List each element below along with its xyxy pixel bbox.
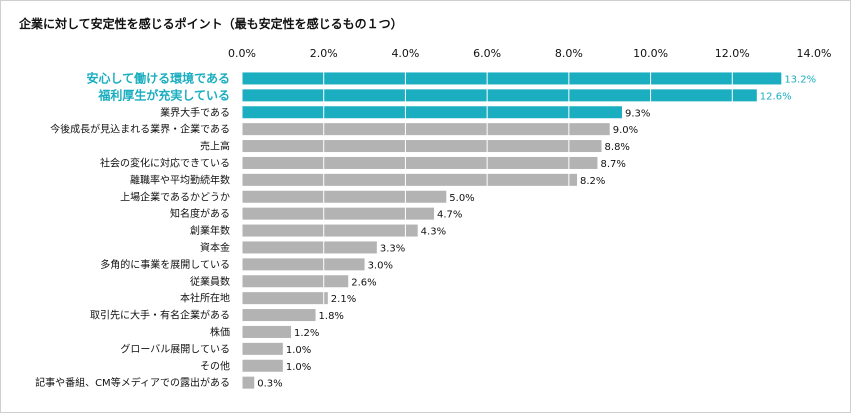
category-label: 売上高	[200, 140, 230, 153]
category-label: 従業員数	[190, 275, 230, 288]
category-label: 社会の変化に対応できている	[100, 156, 230, 169]
category-label: 株価	[210, 325, 230, 338]
category-label: 業界大手である	[160, 106, 230, 119]
data-label: 2.1%	[331, 294, 356, 305]
category-label: 多角的に事業を展開している	[100, 258, 230, 271]
data-label: 3.0%	[368, 260, 393, 271]
x-tick-label: 0.0%	[228, 47, 256, 60]
bar	[242, 173, 578, 186]
category-label: その他	[200, 359, 230, 372]
bar	[242, 72, 782, 85]
bar	[242, 207, 435, 220]
category-label: 取引先に大手・有名企業がある	[90, 309, 230, 322]
x-tick-label: 8.0%	[555, 47, 583, 60]
data-label: 9.3%	[625, 108, 650, 119]
data-label: 1.0%	[286, 345, 311, 356]
data-label: 4.7%	[437, 210, 462, 221]
data-label: 1.0%	[286, 362, 311, 373]
category-label: 今後成長が見込まれる業界・企業である	[50, 123, 230, 136]
x-tick-label: 10.0%	[633, 47, 668, 60]
bar	[242, 156, 598, 169]
chart-title: 企業に対して安定性を感じるポイント（最も安定性を感じるもの１つ）	[19, 17, 403, 31]
data-label: 5.0%	[449, 193, 474, 204]
bar	[242, 342, 283, 355]
bar	[242, 140, 602, 153]
x-tick-label: 2.0%	[310, 47, 338, 60]
bar	[242, 376, 255, 389]
bar	[242, 123, 610, 136]
category-label: 記事や番組、CM等メディアでの露出がある	[35, 376, 230, 389]
bar	[242, 241, 377, 254]
x-tick-label: 12.0%	[715, 47, 750, 60]
bar	[242, 190, 447, 203]
data-label: 1.2%	[294, 328, 319, 339]
data-label: 3.3%	[380, 243, 405, 254]
data-label: 13.2%	[784, 74, 816, 85]
data-label: 8.7%	[600, 159, 625, 170]
data-label: 4.3%	[421, 227, 446, 238]
bar	[242, 224, 418, 237]
bar	[242, 106, 622, 119]
data-label: 12.6%	[760, 91, 792, 102]
bar	[242, 325, 292, 338]
bar	[242, 292, 328, 305]
category-label: 福利厚生が充実している	[97, 87, 230, 102]
bar	[242, 258, 365, 271]
x-tick-label: 4.0%	[391, 47, 419, 60]
data-label: 2.6%	[351, 277, 376, 288]
data-label: 0.3%	[257, 379, 282, 390]
bar	[242, 275, 349, 288]
category-label: 安心して働ける環境である	[86, 70, 230, 85]
bar	[242, 309, 316, 322]
data-label: 1.8%	[319, 311, 344, 322]
category-label: 本社所在地	[180, 292, 230, 305]
category-label: 上場企業であるかどうか	[120, 190, 230, 203]
category-label: 資本金	[200, 241, 230, 254]
category-label: グローバル展開している	[120, 342, 230, 355]
category-label: 知名度がある	[170, 207, 230, 220]
category-label: 離職率や平均勤続年数	[130, 173, 230, 186]
x-tick-label: 6.0%	[473, 47, 501, 60]
data-label: 8.2%	[580, 176, 605, 187]
bar	[242, 359, 283, 372]
bar	[242, 89, 757, 102]
x-tick-label: 14.0%	[797, 47, 832, 60]
data-label: 8.8%	[605, 142, 630, 153]
data-label: 9.0%	[613, 125, 638, 136]
category-label: 創業年数	[190, 224, 230, 237]
